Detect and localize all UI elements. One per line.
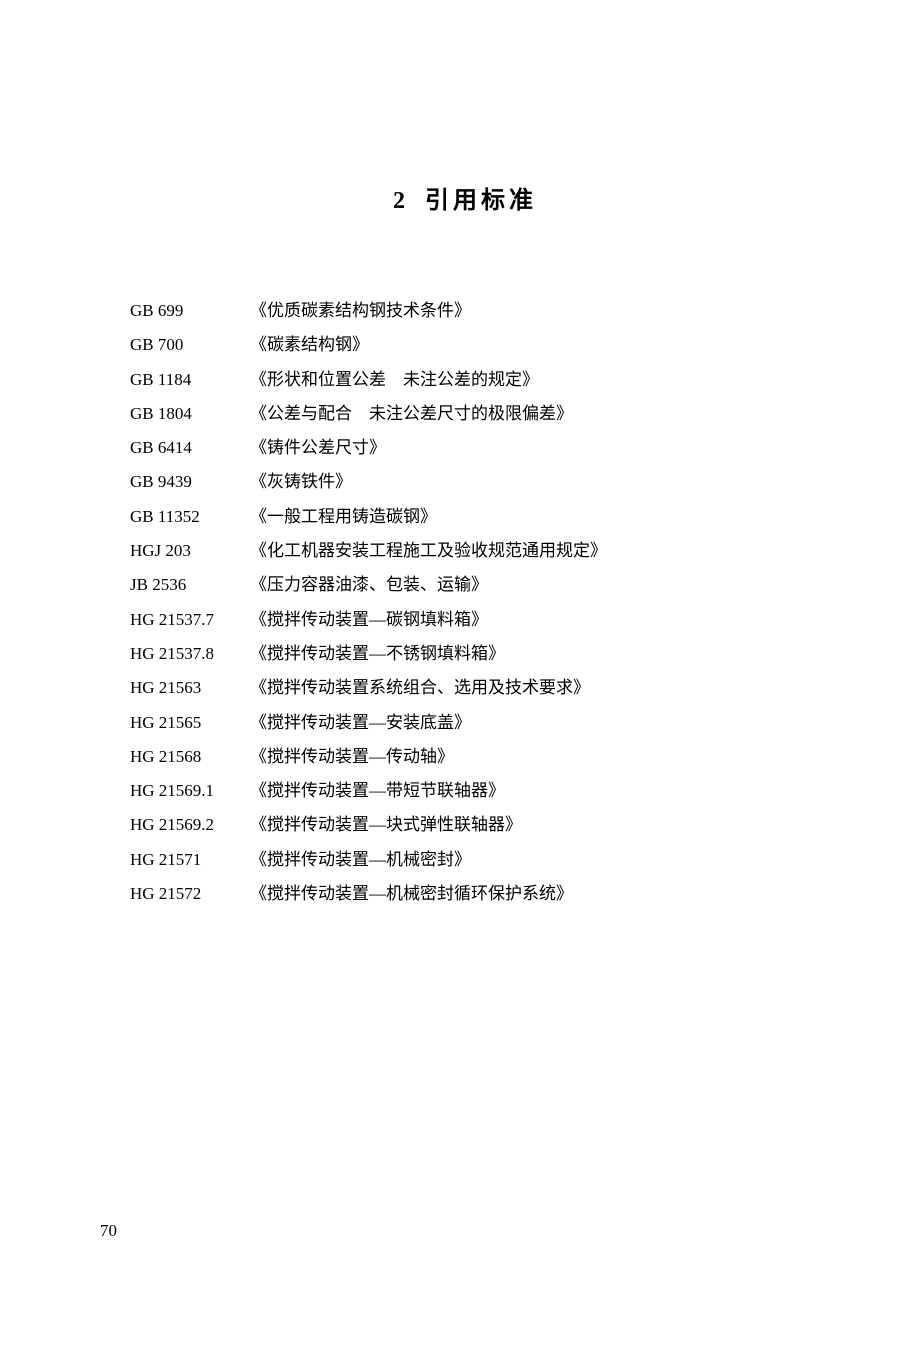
- standard-name: 《铸件公差尺寸》: [250, 432, 800, 464]
- standard-code: GB 1184: [130, 364, 250, 396]
- standard-row: HG 21569.2 《搅拌传动装置—块式弹性联轴器》: [130, 809, 800, 841]
- standard-name: 《搅拌传动装置—块式弹性联轴器》: [250, 809, 800, 841]
- standard-name: 《搅拌传动装置—碳钢填料箱》: [250, 604, 800, 636]
- standard-name: 《公差与配合 未注公差尺寸的极限偏差》: [250, 398, 800, 430]
- standard-row: GB 11352 《一般工程用铸造碳钢》: [130, 501, 800, 533]
- standard-row: HG 21565 《搅拌传动装置—安装底盖》: [130, 707, 800, 739]
- standard-name: 《搅拌传动装置系统组合、选用及技术要求》: [250, 672, 800, 704]
- standard-row: GB 6414 《铸件公差尺寸》: [130, 432, 800, 464]
- standard-name: 《搅拌传动装置—机械密封循环保护系统》: [250, 878, 800, 910]
- standard-code: JB 2536: [130, 569, 250, 601]
- page-number: 70: [100, 1221, 117, 1241]
- standard-code: GB 9439: [130, 466, 250, 498]
- standard-row: HG 21537.7 《搅拌传动装置—碳钢填料箱》: [130, 604, 800, 636]
- page-container: 2 引用标准 GB 699 《优质碳素结构钢技术条件》 GB 700 《碳素结构钢…: [0, 0, 920, 972]
- standard-name: 《搅拌传动装置—机械密封》: [250, 844, 800, 876]
- standard-name: 《压力容器油漆、包装、运输》: [250, 569, 800, 601]
- standards-list: GB 699 《优质碳素结构钢技术条件》 GB 700 《碳素结构钢》 GB 1…: [130, 295, 800, 910]
- standard-row: HG 21572 《搅拌传动装置—机械密封循环保护系统》: [130, 878, 800, 910]
- standard-code: HG 21568: [130, 741, 250, 773]
- standard-name: 《一般工程用铸造碳钢》: [250, 501, 800, 533]
- section-number: 2: [393, 188, 409, 214]
- standard-code: HGJ 203: [130, 535, 250, 567]
- standard-row: HG 21537.8 《搅拌传动装置—不锈钢填料箱》: [130, 638, 800, 670]
- standard-row: HG 21563 《搅拌传动装置系统组合、选用及技术要求》: [130, 672, 800, 704]
- standard-code: HG 21563: [130, 672, 250, 704]
- standard-row: HG 21569.1 《搅拌传动装置—带短节联轴器》: [130, 775, 800, 807]
- standard-code: HG 21565: [130, 707, 250, 739]
- section-title-text: 引用标准: [425, 188, 537, 214]
- standard-name: 《搅拌传动装置—带短节联轴器》: [250, 775, 800, 807]
- standard-row: GB 700 《碳素结构钢》: [130, 329, 800, 361]
- standard-code: GB 6414: [130, 432, 250, 464]
- standard-row: GB 1184 《形状和位置公差 未注公差的规定》: [130, 364, 800, 396]
- standard-code: HG 21569.1: [130, 775, 250, 807]
- standard-name: 《优质碳素结构钢技术条件》: [250, 295, 800, 327]
- standard-code: HG 21537.7: [130, 604, 250, 636]
- standard-row: GB 9439 《灰铸铁件》: [130, 466, 800, 498]
- standard-row: GB 1804 《公差与配合 未注公差尺寸的极限偏差》: [130, 398, 800, 430]
- standard-code: GB 1804: [130, 398, 250, 430]
- standard-code: GB 11352: [130, 501, 250, 533]
- standard-row: JB 2536 《压力容器油漆、包装、运输》: [130, 569, 800, 601]
- standard-code: HG 21571: [130, 844, 250, 876]
- standard-name: 《搅拌传动装置—安装底盖》: [250, 707, 800, 739]
- standard-name: 《形状和位置公差 未注公差的规定》: [250, 364, 800, 396]
- standard-code: HG 21569.2: [130, 809, 250, 841]
- standard-name: 《化工机器安装工程施工及验收规范通用规定》: [250, 535, 800, 567]
- standard-code: HG 21537.8: [130, 638, 250, 670]
- standard-row: HGJ 203 《化工机器安装工程施工及验收规范通用规定》: [130, 535, 800, 567]
- standard-name: 《灰铸铁件》: [250, 466, 800, 498]
- standard-name: 《搅拌传动装置—传动轴》: [250, 741, 800, 773]
- standard-name: 《搅拌传动装置—不锈钢填料箱》: [250, 638, 800, 670]
- standard-name: 《碳素结构钢》: [250, 329, 800, 361]
- standard-row: HG 21568 《搅拌传动装置—传动轴》: [130, 741, 800, 773]
- standard-code: GB 699: [130, 295, 250, 327]
- standard-row: HG 21571 《搅拌传动装置—机械密封》: [130, 844, 800, 876]
- standard-code: GB 700: [130, 329, 250, 361]
- standard-code: HG 21572: [130, 878, 250, 910]
- standard-row: GB 699 《优质碳素结构钢技术条件》: [130, 295, 800, 327]
- section-title: 2 引用标准: [130, 180, 800, 215]
